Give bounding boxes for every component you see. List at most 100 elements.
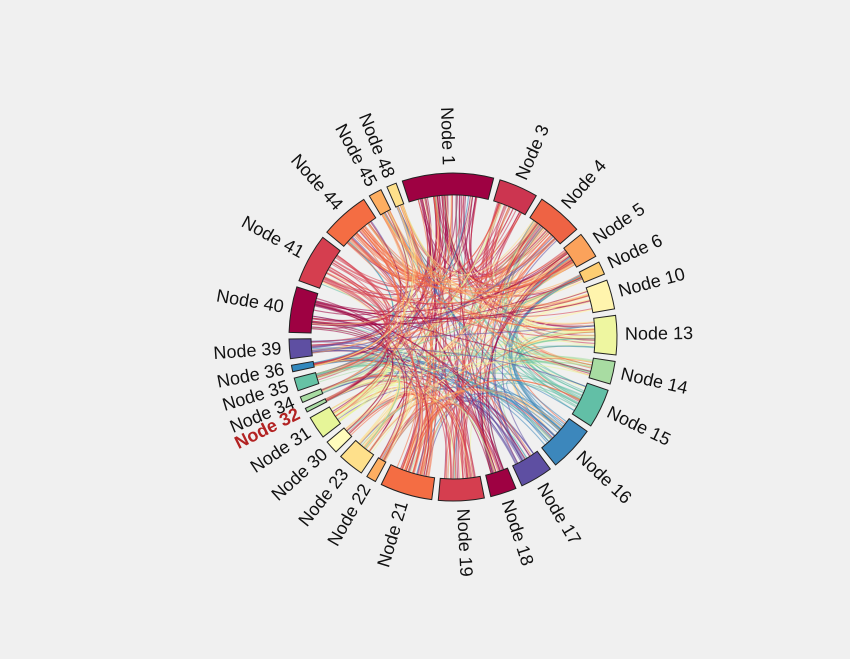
chord-ribbon: [322, 222, 539, 300]
chord-ribbon: [333, 362, 590, 415]
chord-ribbon: [316, 227, 400, 378]
node-arc-node-44[interactable]: [326, 198, 377, 247]
chord-ribbon: [315, 253, 569, 313]
node-arc-node-40[interactable]: [288, 286, 319, 334]
node-label-node-3: Node 3: [511, 122, 553, 183]
chord-ribbon: [325, 379, 496, 473]
chord-ribbon: [348, 196, 473, 435]
chord-ribbon: [464, 259, 573, 479]
chord-ribbon: [315, 302, 526, 460]
chord-ribbon: [322, 358, 591, 394]
node-arc-node-35[interactable]: [293, 371, 320, 392]
node-arc-node-17[interactable]: [512, 450, 552, 487]
chord-ribbon: [311, 237, 556, 349]
chord-ribbon: [505, 226, 582, 399]
node-arc-node-39[interactable]: [288, 338, 313, 360]
chord-ribbon: [311, 347, 587, 388]
chord-ribbon: [311, 350, 420, 473]
node-arc-node-16[interactable]: [541, 417, 588, 466]
chord-ribbon: [345, 391, 423, 473]
chord-ribbon: [402, 203, 432, 474]
chord-ribbon: [311, 272, 387, 346]
node-label-node-15: Node 15: [604, 402, 674, 450]
node-arc-node-13[interactable]: [593, 314, 618, 356]
node-arc-node-48[interactable]: [386, 182, 405, 208]
chord-ribbon: [327, 269, 595, 340]
node-arc-node-22[interactable]: [366, 457, 387, 483]
chord-ribbon: [326, 272, 422, 473]
chord-ribbon: [346, 242, 532, 456]
chord-ribbon: [312, 290, 588, 325]
node-arc-node-18[interactable]: [485, 467, 517, 498]
node-arc-node-5[interactable]: [563, 233, 597, 268]
chord-ribbon: [334, 222, 405, 417]
node-arc-node-1[interactable]: [401, 172, 495, 203]
chord-ribbon: [358, 237, 556, 444]
chord-ribbon: [314, 303, 531, 457]
chord-ribbon: [315, 364, 400, 449]
chord-ribbon: [322, 280, 424, 474]
chord-ribbon: [311, 328, 430, 477]
node-arc-node-4[interactable]: [529, 198, 578, 245]
node-label-node-14: Node 14: [619, 364, 690, 398]
node-arc-node-19[interactable]: [437, 475, 485, 502]
chord-ribbon: [354, 233, 414, 462]
chord-ribbon: [382, 213, 429, 474]
chord-ribbon: [354, 234, 574, 294]
chord-ribbon: [313, 359, 528, 459]
chord-ribbon: [383, 389, 561, 462]
node-label-node-39: Node 39: [213, 338, 282, 363]
node-arc-node-31[interactable]: [309, 406, 342, 438]
node-arc-node-36[interactable]: [290, 360, 315, 373]
chord-ribbon: [313, 206, 414, 367]
node-arc-node-32[interactable]: [304, 398, 328, 413]
node-arc-node-34[interactable]: [299, 388, 324, 404]
node-arc-node-6[interactable]: [578, 261, 606, 284]
node-arc-node-10[interactable]: [585, 279, 616, 314]
chord-ribbon: [336, 203, 502, 420]
node-arc-node-21[interactable]: [380, 464, 436, 501]
chord-ribbon: [382, 213, 581, 297]
chord-ribbon: [453, 390, 566, 479]
node-label-node-16: Node 16: [572, 447, 635, 508]
chord-ribbon: [311, 251, 567, 327]
node-label-node-17: Node 17: [533, 479, 585, 548]
node-label-node-1: Node 1: [437, 107, 459, 166]
chord-ribbon: [311, 322, 406, 459]
chord-ribbons: [311, 194, 596, 480]
chord-ribbon: [388, 209, 590, 376]
node-label-node-18: Node 18: [498, 497, 538, 568]
node-arc-node-41[interactable]: [298, 236, 341, 289]
chord-ribbon: [401, 204, 595, 324]
chord-ribbon: [345, 254, 570, 432]
node-label-node-21: Node 21: [373, 499, 412, 570]
chord-ribbon: [387, 204, 425, 273]
chord-ribbon: [362, 227, 589, 308]
node-label-node-13: Node 13: [625, 323, 693, 344]
chord-ribbon: [315, 300, 591, 320]
chord-ribbon: [462, 195, 595, 327]
chord-ribbon: [314, 304, 394, 432]
chord-ribbon: [360, 228, 593, 366]
chord-ribbon: [331, 261, 418, 470]
node-arc-node-45[interactable]: [368, 188, 392, 216]
node-label-node-41: Node 41: [238, 212, 307, 262]
node-arc-node-23[interactable]: [339, 439, 375, 474]
chord-ribbon: [332, 228, 402, 414]
chord-ribbon: [311, 205, 414, 326]
node-arcs: [288, 172, 618, 502]
chord-ribbon: [350, 196, 438, 280]
node-arc-node-15[interactable]: [571, 382, 609, 427]
node-label-node-10: Node 10: [616, 264, 687, 301]
node-label-node-4: Node 4: [557, 156, 610, 213]
chord-ribbon: [325, 268, 391, 401]
node-arc-node-3[interactable]: [493, 179, 537, 216]
chord-ribbon: [401, 199, 433, 470]
node-label-node-44: Node 44: [287, 150, 347, 214]
node-arc-node-30[interactable]: [326, 427, 353, 453]
node-arc-node-14[interactable]: [588, 357, 616, 385]
node-label-node-40: Node 40: [215, 285, 285, 316]
chord-ribbon: [331, 262, 593, 317]
node-label-node-19: Node 19: [453, 508, 476, 577]
